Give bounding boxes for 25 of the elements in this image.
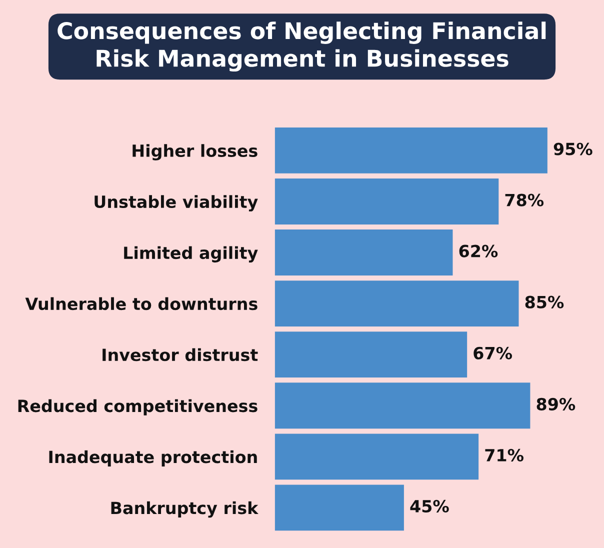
- data-label: 78%: [505, 194, 544, 206]
- data-label: 71%: [485, 448, 524, 462]
- data-label: 62%: [459, 244, 498, 258]
- y-tick-label: Bankruptcy risk: [111, 501, 258, 518]
- y-tick-label: Limited agility: [124, 246, 258, 262]
- bar: [274, 230, 453, 276]
- y-tick-label: Unstable viability: [94, 195, 258, 212]
- bar: [274, 382, 530, 429]
- bar: [274, 332, 468, 378]
- bar: [274, 178, 499, 224]
- bar: [274, 280, 519, 327]
- data-label: 89%: [536, 398, 576, 410]
- bar: [274, 127, 548, 174]
- chart-title: Consequences of Neglecting Financial Risk Management in Businesses: [58, 22, 546, 72]
- data-label: 45%: [410, 500, 449, 513]
- y-tick-label: Inadequate protection: [49, 450, 257, 466]
- y-tick-label: Higher losses: [132, 144, 258, 160]
- y-tick-label: Investor distrust: [102, 348, 258, 362]
- bar: [274, 484, 404, 531]
- data-label: 67%: [474, 346, 512, 360]
- data-label: 95%: [554, 142, 592, 156]
- y-tick-label: Vulnerable to downturns: [25, 297, 258, 310]
- data-label: 85%: [525, 296, 564, 308]
- bar: [274, 434, 479, 480]
- y-tick-label: Reduced competitiveness: [18, 399, 258, 416]
